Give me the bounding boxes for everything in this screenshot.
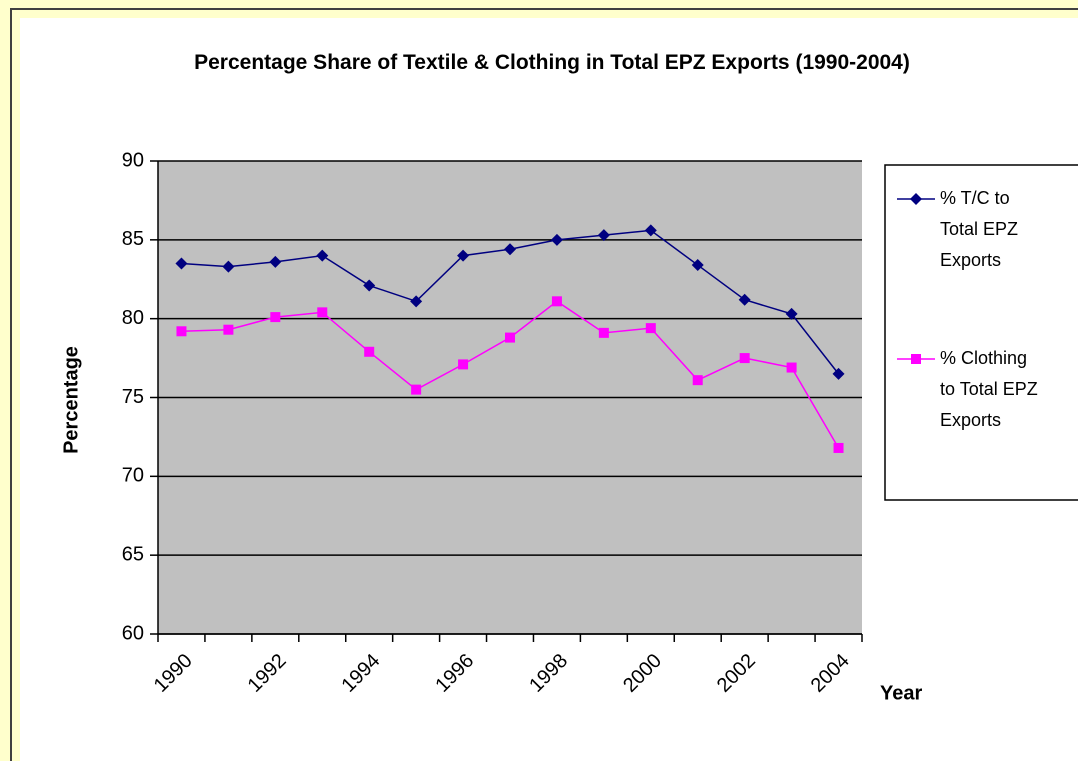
data-point [270, 312, 281, 323]
data-point [457, 249, 470, 262]
data-point [316, 249, 329, 262]
data-point [504, 243, 516, 256]
x-tick-label: 1990 [150, 650, 197, 697]
data-point [410, 295, 423, 308]
data-point [176, 326, 187, 337]
data-point [644, 224, 657, 237]
data-point [738, 293, 751, 306]
x-tick-label: 2002 [713, 650, 760, 697]
data-point [691, 259, 704, 272]
legend-label: % Clothing to Total EPZ Exports [940, 348, 1038, 430]
data-point [223, 324, 234, 335]
y-tick-label: 85 [122, 228, 144, 250]
y-tick-label: 70 [122, 465, 144, 487]
chart-title: Percentage Share of Textile & Clothing i… [194, 51, 910, 74]
data-point [598, 327, 609, 338]
y-tick-label: 60 [122, 622, 144, 644]
data-point [692, 375, 703, 386]
y-tick-label: 75 [122, 386, 144, 408]
x-tick-label: 1992 [244, 650, 291, 697]
data-point [833, 442, 844, 453]
data-point [645, 323, 656, 334]
x-tick-label: 1998 [525, 650, 572, 697]
data-point [832, 367, 845, 380]
data-point [785, 307, 798, 320]
x-tick-label: 2004 [807, 650, 854, 697]
data-point [505, 332, 515, 343]
legend [884, 164, 1078, 501]
frame [10, 8, 1078, 761]
data-point [175, 257, 188, 270]
y-axis-label: Percentage [60, 346, 82, 454]
x-tick-label: 2000 [619, 650, 666, 697]
legend-label: % T/C to Total EPZ Exports [940, 188, 1019, 270]
y-tick-label: 90 [122, 149, 144, 171]
data-point [739, 353, 750, 364]
x-axis-label: Year [880, 682, 922, 704]
y-tick-label: 65 [122, 543, 144, 565]
data-point [458, 359, 469, 370]
y-tick-label: 80 [122, 307, 144, 329]
data-point [222, 260, 235, 273]
data-point [550, 233, 563, 246]
legend-marker [911, 354, 921, 364]
x-tick-label: 1996 [431, 650, 478, 697]
data-point [551, 296, 562, 307]
x-tick-label: 1994 [337, 650, 384, 697]
data-point [317, 307, 328, 318]
data-point [269, 255, 282, 268]
data-point [597, 229, 610, 242]
data-point [786, 362, 797, 373]
data-point [363, 279, 376, 292]
data-point [364, 346, 375, 357]
data-point [411, 384, 422, 395]
legend-marker [910, 193, 922, 205]
